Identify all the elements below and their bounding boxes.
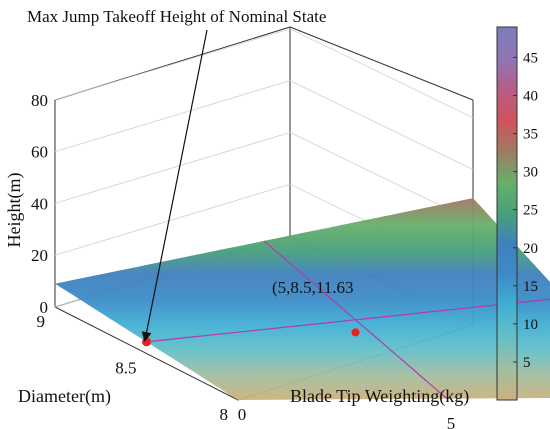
slice-line-y85 [146, 298, 550, 343]
marked-point-label: (5,8.5,11.63 [272, 278, 354, 297]
colorbar-tick-label: 20 [523, 241, 538, 257]
colorbar-tick-label: 35 [523, 127, 538, 143]
annotation-arrow [141, 29, 208, 342]
z-tick-label: 40 [31, 194, 48, 213]
x-axis-ticks: 0510 [238, 405, 456, 429]
nominal-point [142, 337, 151, 347]
z-gridline-left [54, 132, 291, 204]
z-gridline-left [54, 80, 291, 152]
z-axis-label: Height(m) [4, 173, 25, 248]
colorbar-ticks: 5 10 15 20 25 30 35 40 45 [513, 50, 538, 371]
top-right-edge [289, 26, 474, 101]
colorbar [496, 26, 518, 401]
x-tick-label: 5 [447, 414, 456, 429]
y-tick-label: 9 [37, 312, 46, 331]
colorbar-tick-label: 45 [523, 50, 538, 66]
z-tick-label: 60 [31, 143, 48, 162]
colorbar-tick-label: 15 [523, 279, 538, 295]
z-tick-label: 0 [40, 298, 49, 317]
height-surface [55, 198, 550, 400]
z-gridline-left [54, 183, 291, 256]
z-axis-ticks: 0 20 40 60 80 [31, 91, 48, 317]
front-left-edge [54, 306, 239, 401]
colorbar-tick-label: 5 [523, 355, 531, 371]
x-tick-label: 0 [238, 405, 247, 424]
y-axis-label: Diameter(m) [18, 386, 111, 407]
y-axis-ticks: 88.59 [37, 312, 229, 424]
annotation-text: Max Jump Takeoff Height of Nominal State [27, 7, 326, 26]
z-tick-label: 80 [31, 91, 48, 110]
y-tick-label: 8.5 [115, 359, 136, 378]
z-tick-label: 20 [31, 246, 48, 265]
y-tick-label: 8 [220, 405, 229, 424]
marked-point [351, 328, 360, 337]
z-gridline-right [289, 28, 474, 119]
colorbar-tick-label: 40 [523, 89, 538, 105]
colorbar-tick-label: 25 [523, 203, 538, 219]
x-axis-label: Blade Tip Weighting(kg) [290, 386, 469, 407]
z-gridline-right [289, 80, 474, 170]
colorbar-tick-label: 10 [523, 317, 538, 333]
colorbar-tick-label: 30 [523, 165, 538, 181]
z-gridline-left [54, 28, 291, 101]
